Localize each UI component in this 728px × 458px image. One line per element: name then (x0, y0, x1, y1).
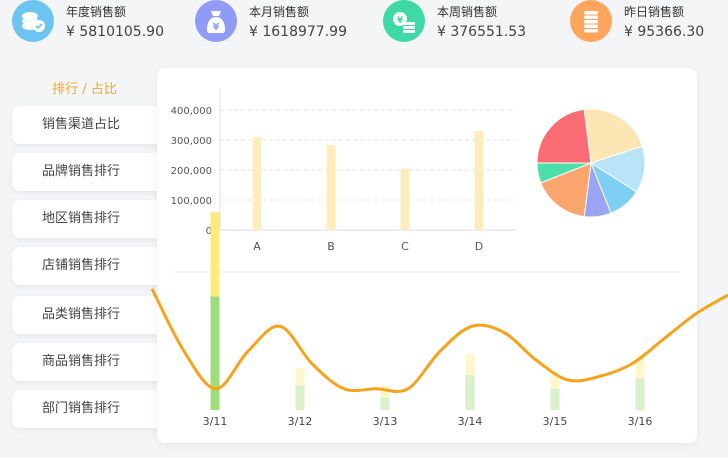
y-tick-label: 400,000 (171, 106, 212, 117)
sidebar-item-department-ranking[interactable]: 部门销售排行 (12, 390, 172, 428)
daily-bar-chart: 3/11 3/12 3/13 3/14 3/15 3/16 (203, 212, 653, 428)
x-tick-label: 3/12 (288, 415, 313, 428)
kpi-weekly: ¥ 本周销售额 ¥ 376551.53 (383, 0, 563, 48)
bar (474, 131, 484, 230)
x-tick-label: 3/15 (543, 415, 568, 428)
daily-bar-upper (465, 354, 475, 375)
kpi-value: ¥ 95366.30 (624, 24, 705, 40)
daily-bar-lower (465, 375, 475, 410)
pie-slice (583, 108, 643, 164)
x-tick-label: 3/11 (203, 415, 228, 428)
daily-bar-upper (635, 355, 645, 379)
kpi-label: 昨日销售额 (624, 5, 685, 19)
sidebar-item-category-ranking[interactable]: 品类销售排行 (12, 296, 172, 334)
y-tick-label: 0 (206, 226, 212, 237)
sidebar-item-store-ranking[interactable]: 店铺销售排行 (12, 247, 172, 285)
bar (252, 137, 262, 230)
bar (326, 145, 336, 230)
sidebar-item-channel-share[interactable]: 销售渠道占比 (12, 106, 172, 144)
x-tick-label: A (253, 240, 261, 253)
kpi-value: ¥ 1618977.99 (249, 24, 347, 40)
daily-bar-lower (635, 378, 645, 410)
y-tick-label: 100,000 (171, 196, 212, 207)
sidebar-item-product-ranking[interactable]: 商品销售排行 (12, 343, 172, 381)
pie-chart (536, 108, 646, 218)
daily-bar-upper (210, 212, 220, 297)
pie-slice (536, 108, 592, 164)
daily-bar-upper (380, 385, 390, 398)
sidebar-item-brand-ranking[interactable]: 品牌销售排行 (12, 153, 172, 191)
x-tick-label: 3/13 (373, 415, 398, 428)
y-tick-label: 200,000 (171, 166, 212, 177)
sidebar-item-region-ranking[interactable]: 地区销售排行 (12, 200, 172, 238)
daily-bar-upper (295, 368, 305, 386)
kpi-label: 本周销售额 (437, 5, 498, 19)
x-tick-label: 3/16 (628, 415, 653, 428)
y-tick-label: 300,000 (171, 136, 212, 147)
x-tick-label: B (327, 240, 335, 253)
daily-bar-lower (550, 389, 560, 410)
kpi-value: ¥ 5810105.90 (66, 24, 164, 40)
daily-bar-lower (210, 296, 220, 410)
kpi-value: ¥ 376551.53 (437, 24, 527, 40)
x-tick-label: 3/14 (458, 415, 483, 428)
kpi-yearly: 年度销售额 ¥ 5810105.90 (12, 0, 192, 48)
kpi-label: 本月销售额 (249, 5, 310, 19)
coins-check-icon (12, 0, 54, 42)
coin-stack-icon (570, 0, 612, 42)
pie-slice (540, 162, 592, 218)
daily-bar-upper (550, 373, 560, 389)
daily-bar-lower (380, 397, 390, 410)
cash-stack-icon: ¥ (383, 0, 425, 42)
pie-slice (536, 162, 592, 184)
money-bag-icon: ¥ (195, 0, 237, 42)
bar-chart: 0 100,000 200,000 300,000 400,000 A B C D (171, 88, 516, 253)
x-tick-label: C (401, 240, 409, 253)
kpi-monthly: ¥ 本月销售额 ¥ 1618977.99 (195, 0, 375, 48)
sidebar-title: 排行 / 占比 (52, 82, 117, 97)
daily-bar-lower (295, 385, 305, 410)
x-tick-label: D (475, 240, 483, 253)
svg-text:¥: ¥ (213, 22, 220, 33)
kpi-label: 年度销售额 (66, 5, 127, 19)
trend-line (150, 288, 728, 393)
bar (400, 168, 410, 230)
svg-text:¥: ¥ (397, 16, 404, 26)
kpi-yesterday: 昨日销售额 ¥ 95366.30 (570, 0, 728, 48)
